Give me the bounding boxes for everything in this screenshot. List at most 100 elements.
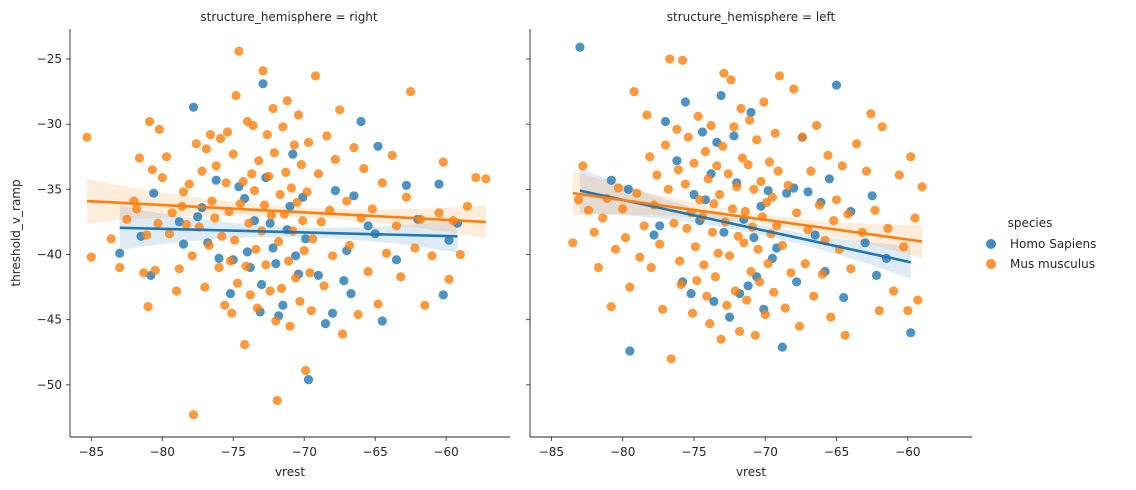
data-point-homo-sapiens: [363, 221, 373, 231]
x-tick-label: −70: [753, 445, 778, 459]
x-axis-label: vrest: [275, 465, 305, 479]
data-point-mus-musculus: [672, 124, 682, 134]
data-point-mus-musculus: [717, 141, 728, 151]
y-axis-label: threshold_v_ramp: [9, 179, 23, 286]
data-point-mus-musculus: [737, 153, 748, 163]
data-point-mus-musculus: [743, 160, 753, 170]
legend-marker-homo-sapiens: [986, 239, 996, 249]
data-point-mus-musculus: [269, 148, 279, 158]
data-point-mus-musculus: [725, 251, 735, 261]
data-point-mus-musculus: [271, 316, 281, 326]
y-tick-label: −45: [37, 313, 62, 327]
data-point-homo-sapiens: [373, 141, 383, 151]
plot-area: [82, 46, 491, 420]
data-point-mus-musculus: [302, 187, 312, 197]
data-point-mus-musculus: [227, 308, 237, 318]
data-point-mus-musculus: [756, 176, 766, 187]
data-point-mus-musculus: [142, 230, 152, 240]
x-tick-label: −75: [681, 445, 706, 459]
data-point-homo-sapiens: [434, 179, 444, 189]
data-point-homo-sapiens: [782, 188, 792, 198]
plot-area: [568, 42, 927, 364]
data-point-mus-musculus: [396, 272, 406, 282]
data-point-mus-musculus: [310, 71, 321, 81]
data-point-mus-musculus: [812, 120, 822, 131]
data-point-mus-musculus: [689, 158, 699, 168]
data-point-mus-musculus: [693, 111, 703, 121]
data-point-mus-musculus: [837, 161, 847, 171]
x-tick-label: −65: [362, 445, 387, 459]
y-ticks: −25 −30 −35 −40 −45 −50: [37, 52, 70, 392]
data-point-mus-musculus: [266, 210, 277, 220]
data-point-homo-sapiens: [824, 174, 835, 184]
data-point-mus-musculus: [244, 218, 254, 228]
data-point-mus-musculus: [800, 259, 810, 269]
data-point-mus-musculus: [345, 240, 355, 250]
data-point-mus-musculus: [750, 330, 760, 340]
x-tick-label: −75: [221, 445, 246, 459]
data-point-mus-musculus: [783, 180, 793, 190]
data-point-mus-musculus: [829, 216, 839, 226]
data-point-mus-musculus: [764, 157, 775, 167]
data-point-mus-musculus: [645, 152, 655, 162]
data-point-mus-musculus: [291, 273, 301, 283]
data-point-homo-sapiens: [792, 277, 802, 287]
data-point-mus-musculus: [726, 75, 736, 85]
data-point-homo-sapiens: [719, 227, 729, 237]
data-point-mus-musculus: [568, 238, 578, 248]
data-point-mus-musculus: [330, 154, 340, 164]
data-point-mus-musculus: [245, 290, 255, 300]
data-point-mus-musculus: [235, 199, 245, 209]
data-point-mus-musculus: [823, 150, 833, 160]
data-point-homo-sapiens: [349, 191, 359, 201]
data-point-mus-musculus: [917, 182, 927, 192]
data-point-homo-sapiens: [149, 188, 159, 198]
data-point-mus-musculus: [342, 196, 352, 206]
data-point-mus-musculus: [755, 277, 765, 287]
data-point-mus-musculus: [481, 174, 491, 184]
data-point-mus-musculus: [789, 84, 799, 94]
data-point-mus-musculus: [313, 169, 323, 179]
data-point-mus-musculus: [639, 221, 649, 231]
data-point-mus-musculus: [773, 166, 783, 176]
data-point-homo-sapiens: [831, 80, 842, 90]
data-point-mus-musculus: [286, 183, 296, 193]
y-ticks: [526, 58, 530, 386]
data-point-mus-musculus: [606, 302, 616, 312]
data-point-mus-musculus: [259, 200, 270, 210]
data-point-homo-sapiens: [625, 346, 635, 356]
data-point-homo-sapiens: [211, 175, 221, 185]
data-point-mus-musculus: [682, 223, 692, 233]
data-point-mus-musculus: [742, 295, 752, 305]
data-point-homo-sapiens: [660, 116, 671, 127]
data-point-mus-musculus: [660, 140, 671, 150]
y-tick-label: −35: [37, 182, 62, 196]
data-point-mus-musculus: [337, 329, 348, 339]
data-point-mus-musculus: [733, 231, 743, 241]
data-point-homo-sapiens: [320, 319, 331, 329]
data-point-mus-musculus: [200, 282, 210, 292]
data-point-mus-musculus: [122, 214, 132, 224]
data-point-mus-musculus: [772, 221, 782, 231]
data-point-homo-sapiens: [906, 328, 916, 338]
data-point-mus-musculus: [322, 131, 332, 141]
data-point-mus-musculus: [702, 291, 712, 301]
data-point-mus-musculus: [652, 170, 662, 180]
data-point-mus-musculus: [293, 110, 304, 120]
data-point-homo-sapiens: [242, 247, 252, 257]
data-point-homo-sapiens: [214, 253, 224, 263]
data-point-mus-musculus: [706, 120, 716, 131]
data-point-mus-musculus: [723, 169, 733, 179]
y-tick-label: −40: [37, 248, 62, 262]
data-point-mus-musculus: [248, 120, 258, 131]
data-point-mus-musculus: [692, 276, 702, 286]
data-point-mus-musculus: [899, 242, 909, 252]
data-point-mus-musculus: [707, 227, 718, 237]
data-point-mus-musculus: [663, 184, 673, 194]
data-point-mus-musculus: [167, 208, 177, 218]
data-point-mus-musculus: [278, 122, 288, 132]
data-point-mus-musculus: [214, 262, 224, 273]
x-axis-label: vrest: [736, 465, 766, 479]
data-point-mus-musculus: [665, 54, 675, 64]
